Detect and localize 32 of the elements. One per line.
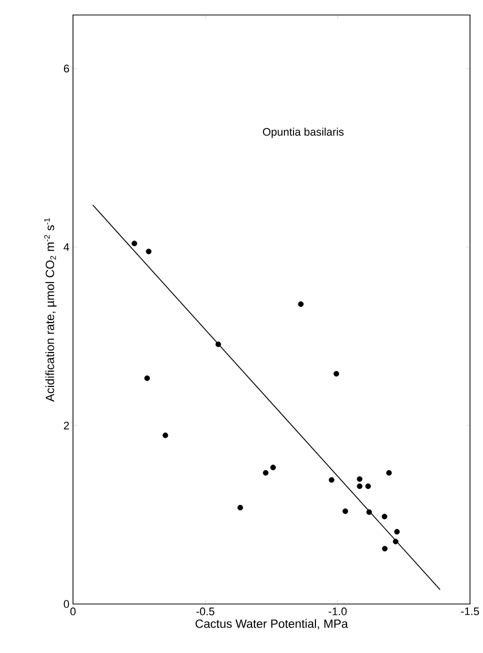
y-axis-title: Acidification rate, µmol CO$_{2}$ m$^{-2}$ s$^{-1}$ [44,218,57,402]
point [334,370,340,377]
point [382,514,388,520]
point [216,342,222,348]
x-axis-title: Cactus Water Potential, MPa [196,619,348,630]
x-tick-label: 0 [70,608,76,616]
point [162,432,168,438]
point [356,476,362,482]
point [366,509,372,515]
point [270,464,276,470]
point [365,483,371,489]
point [394,528,400,535]
point [382,546,388,552]
point [328,477,334,483]
point [386,470,392,476]
x-tick-label: -1.5 [461,608,479,616]
point [237,504,244,510]
x-tick-label: -1.0 [328,608,347,616]
point [132,240,138,246]
annotation: Opuntia basilaris [262,128,344,138]
y-tick-label: 0 [64,600,70,608]
point [298,301,304,307]
point [392,538,398,544]
y-tick-label: 4 [64,243,70,251]
point [262,470,268,476]
point [146,248,152,254]
x-tick-label: -0.5 [196,608,214,616]
y-tick-label: 6 [64,64,69,72]
point [342,508,348,514]
y-tick-label: 2 [64,422,69,430]
point [356,483,362,489]
point [144,375,150,382]
